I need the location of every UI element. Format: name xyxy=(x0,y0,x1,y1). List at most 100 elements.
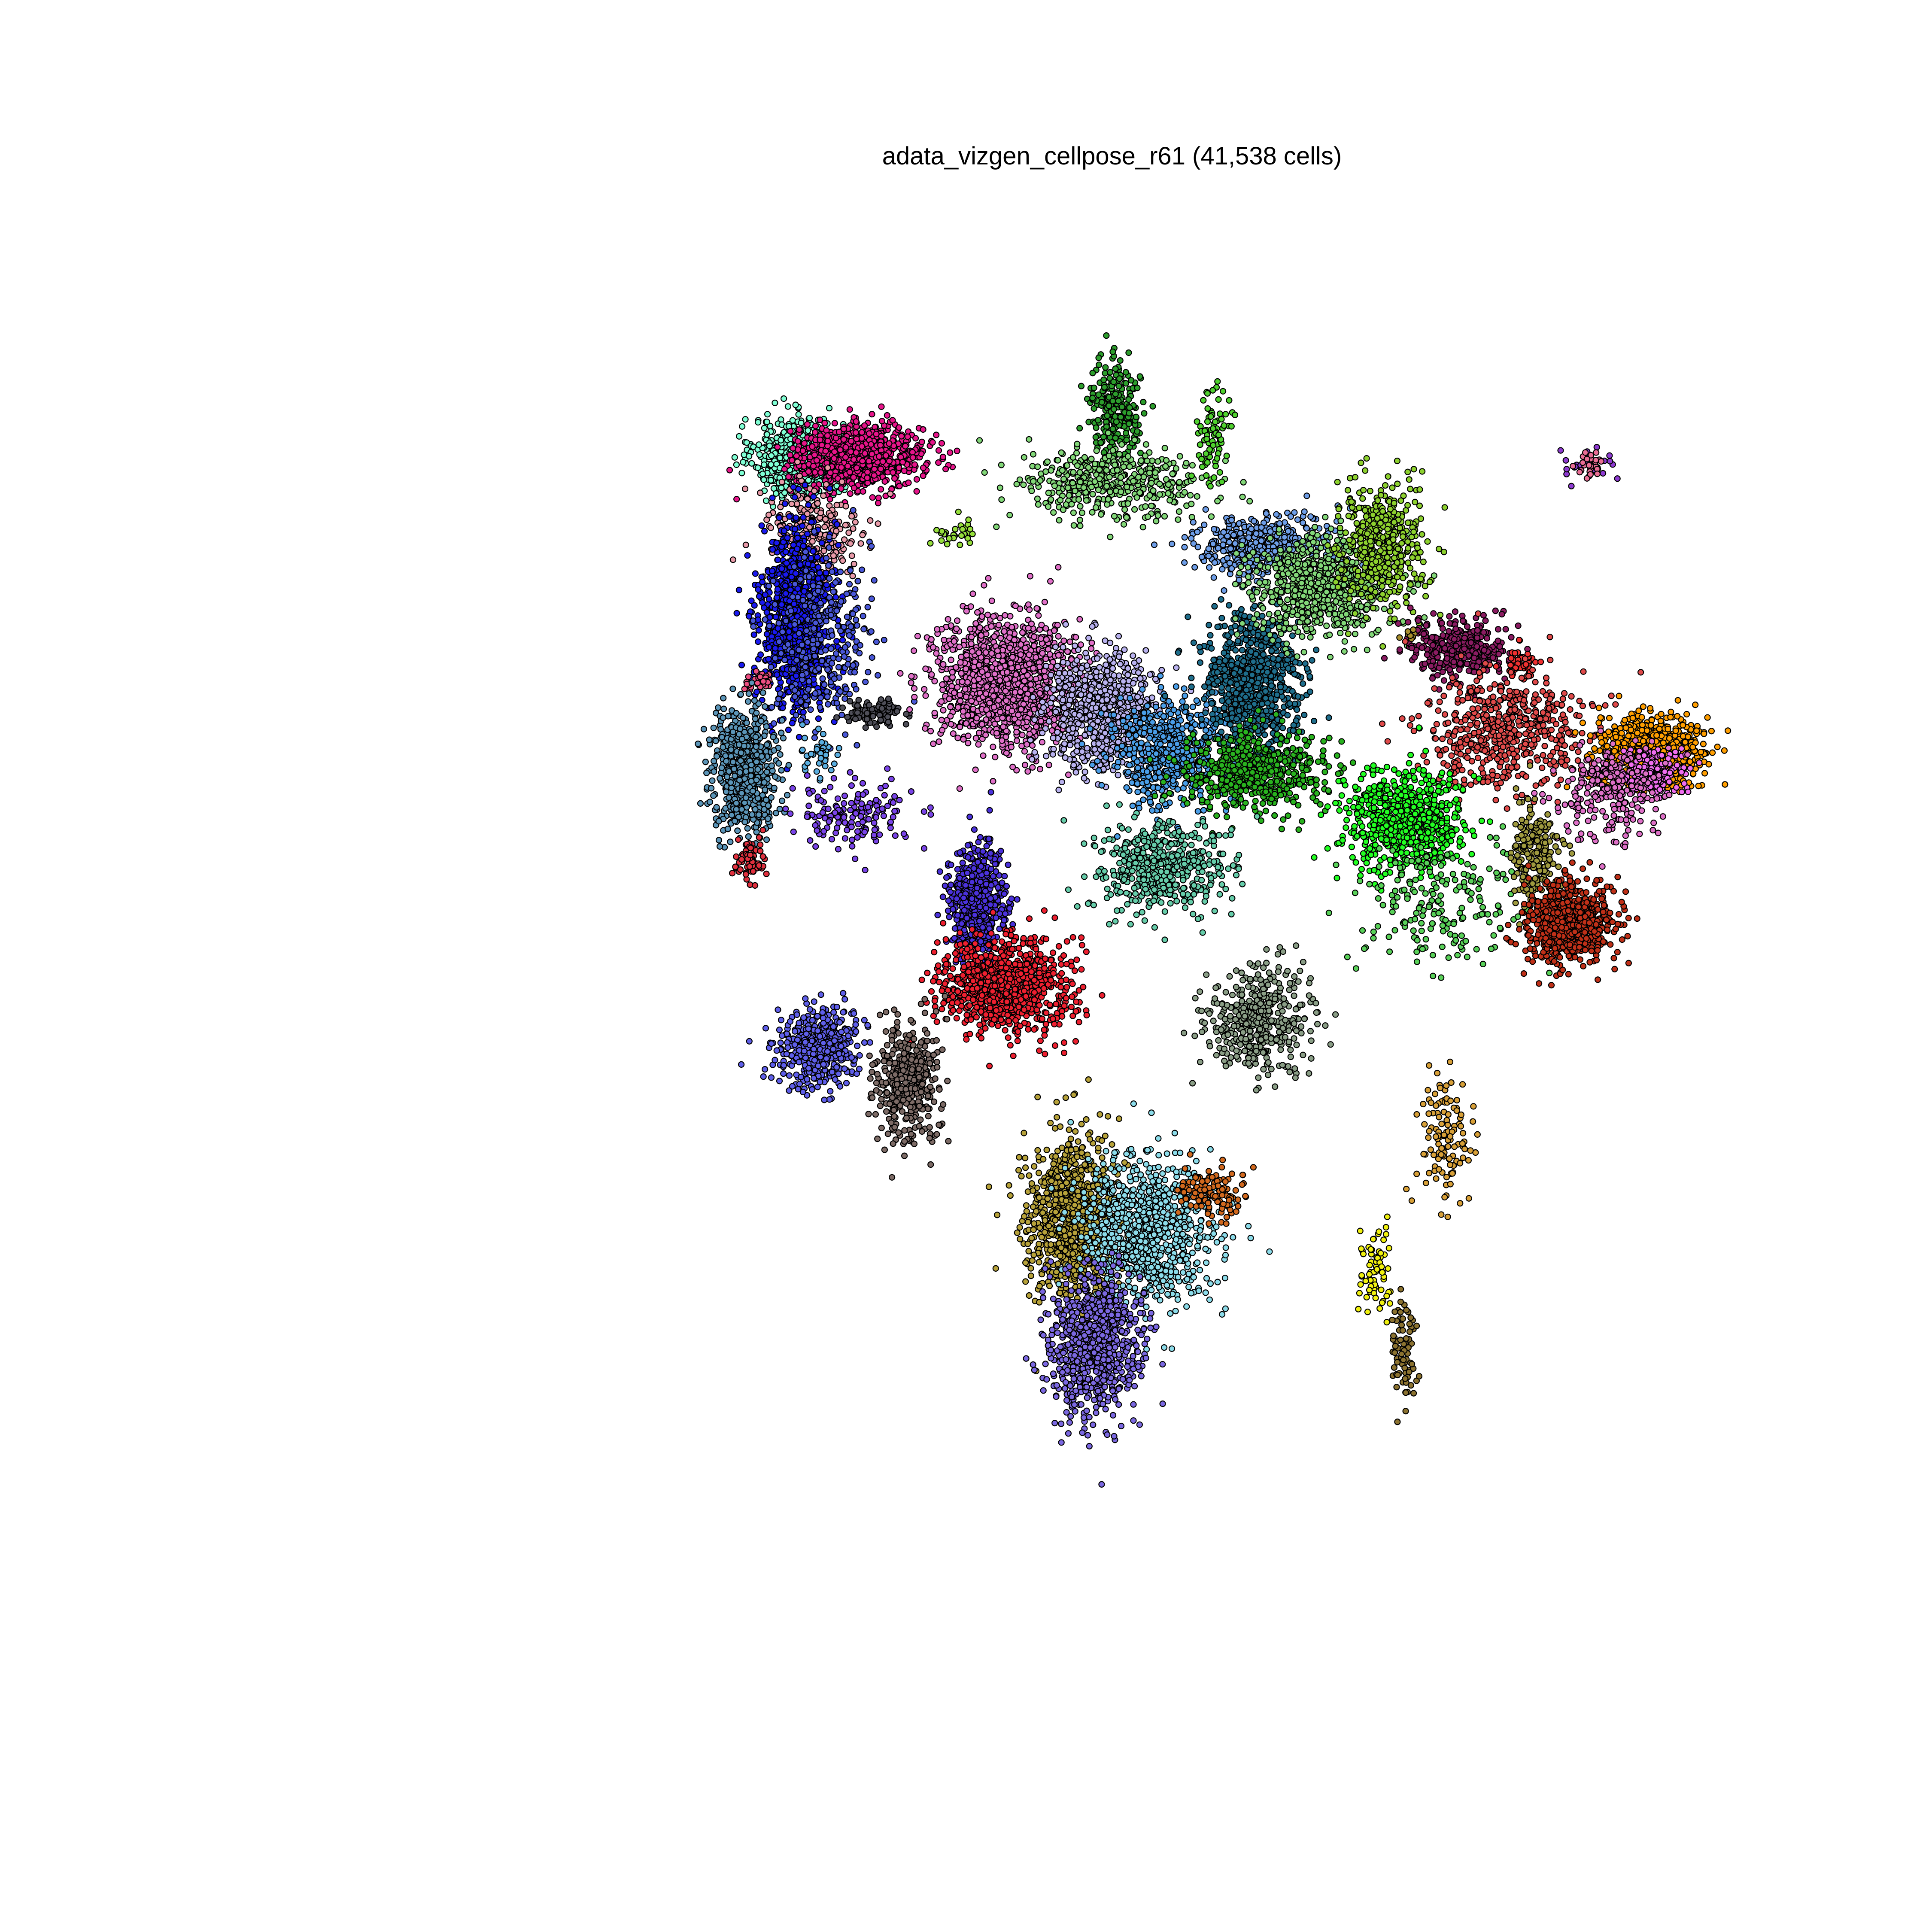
cell-point xyxy=(1112,434,1119,441)
cell-point xyxy=(1181,489,1188,496)
cell-point xyxy=(718,734,726,741)
cell-point xyxy=(996,484,1003,491)
cell-point xyxy=(775,760,782,767)
cell-point xyxy=(742,541,749,548)
cell-point xyxy=(1105,496,1112,503)
cell-point xyxy=(869,411,875,418)
cell-point xyxy=(1099,461,1106,468)
cell-point xyxy=(1133,413,1139,420)
cell-point xyxy=(817,755,824,762)
cell-point xyxy=(729,759,737,766)
cell-point xyxy=(878,403,885,410)
cell-point xyxy=(805,573,813,580)
cell-point xyxy=(802,702,809,709)
cell-point xyxy=(1124,500,1131,507)
cell-point xyxy=(850,507,857,514)
cell-point xyxy=(787,810,794,817)
cell-point xyxy=(764,815,772,822)
cell-point xyxy=(1110,378,1117,386)
cell-point xyxy=(750,617,756,624)
cell-point xyxy=(829,568,835,575)
cell-point xyxy=(780,395,787,402)
cell-point xyxy=(778,565,785,572)
cell-point xyxy=(805,560,811,568)
cell-point xyxy=(828,767,835,774)
cell-point xyxy=(884,713,891,720)
cell-point xyxy=(776,514,783,521)
cell-point xyxy=(762,616,769,623)
cell-point xyxy=(833,700,840,707)
cell-point xyxy=(1054,457,1061,464)
cell-point xyxy=(843,590,850,597)
cell-point xyxy=(913,488,920,495)
cell-point xyxy=(853,449,860,456)
cell-point xyxy=(772,810,780,817)
cell-point xyxy=(806,790,813,797)
cell-point xyxy=(843,686,850,693)
cell-point xyxy=(890,799,897,806)
cell-point xyxy=(833,714,840,721)
cell-point xyxy=(817,600,824,607)
cell-point xyxy=(709,777,716,784)
cell-point xyxy=(760,461,768,468)
cell-point xyxy=(750,623,757,630)
cell-point xyxy=(959,526,966,533)
cell-point xyxy=(1016,476,1023,483)
cell-point xyxy=(777,751,784,758)
cell-point xyxy=(853,435,860,442)
cell-point xyxy=(772,655,779,662)
cell-point xyxy=(878,696,884,703)
cell-point xyxy=(1154,458,1161,465)
cell-point xyxy=(768,794,775,801)
cell-point xyxy=(755,627,762,634)
cell-point xyxy=(824,464,831,471)
cell-point xyxy=(1080,484,1087,491)
cell-point xyxy=(725,713,732,720)
cell-point xyxy=(797,576,804,583)
cell-point xyxy=(1035,501,1042,508)
cell-point xyxy=(850,590,857,597)
cell-point xyxy=(1149,403,1156,410)
cell-point xyxy=(866,430,873,437)
cell-point xyxy=(768,461,775,468)
cell-point xyxy=(805,678,812,685)
cell-point xyxy=(1089,370,1096,377)
cell-point xyxy=(854,622,860,629)
cell-point xyxy=(757,841,764,848)
cell-point xyxy=(1122,380,1130,387)
cell-point xyxy=(778,437,784,444)
cell-point xyxy=(750,631,757,638)
cell-point xyxy=(1078,509,1085,516)
cell-point xyxy=(779,629,786,635)
cell-point xyxy=(706,736,713,743)
cell-point xyxy=(902,443,909,450)
cell-point xyxy=(1117,357,1124,364)
cell-point xyxy=(848,552,855,559)
cell-point xyxy=(778,767,785,774)
cell-point xyxy=(841,819,848,826)
cell-point xyxy=(727,779,734,786)
cell-point xyxy=(811,429,819,436)
cell-point xyxy=(815,613,822,620)
cell-point xyxy=(935,447,942,454)
cell-point xyxy=(738,856,745,863)
cell-point xyxy=(1161,513,1168,520)
cell-point xyxy=(755,811,762,818)
cell-point xyxy=(742,416,749,423)
cell-point xyxy=(810,645,817,652)
cell-point xyxy=(777,690,784,697)
cell-point xyxy=(747,772,754,779)
cell-point xyxy=(776,638,783,645)
cell-point xyxy=(826,485,833,492)
cell-point xyxy=(823,555,830,562)
cell-point xyxy=(1161,445,1168,452)
cell-point xyxy=(841,653,848,660)
cell-point xyxy=(860,613,866,620)
cell-point xyxy=(886,440,893,447)
cell-point xyxy=(853,418,860,425)
cell-point xyxy=(848,623,854,630)
cell-point xyxy=(1030,451,1037,458)
cell-point xyxy=(771,747,778,754)
cell-point xyxy=(820,547,827,554)
